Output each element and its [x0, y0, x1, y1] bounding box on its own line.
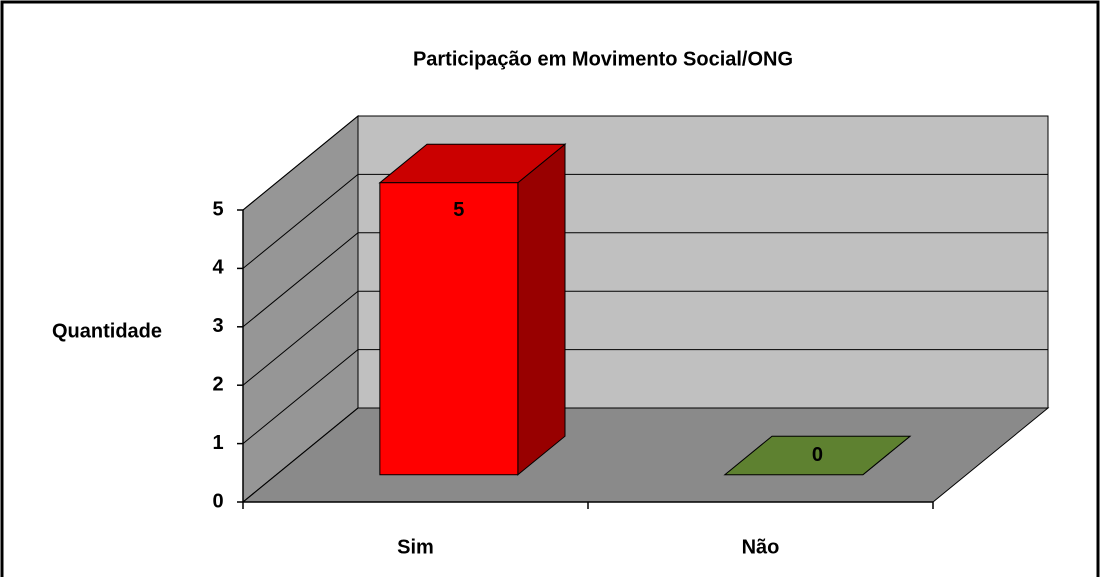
grid-line [242, 115, 1048, 211]
grid-line [242, 232, 1048, 328]
grid-line [242, 349, 1048, 444]
y-tick-label: 5 [212, 198, 223, 220]
bar-top-shade [723, 435, 912, 476]
y-axis-label: Quantidade [52, 320, 162, 342]
bar-top [723, 435, 912, 476]
grid-line [242, 173, 1048, 269]
x-tick-label: Sim [397, 536, 434, 558]
data-label: 0 [812, 444, 823, 466]
y-tick-label: 0 [212, 490, 223, 512]
y-tick-label: 1 [212, 432, 223, 454]
bar-side-shade [517, 143, 566, 476]
y-tick-label: 2 [212, 373, 223, 395]
x-tick-label: Não [742, 536, 780, 558]
grid-line [242, 407, 1048, 503]
y-tick-label: 4 [212, 257, 224, 279]
y-tick-label: 3 [212, 315, 223, 337]
grid-line [242, 290, 1048, 386]
data-label: 5 [453, 199, 464, 221]
floor [241, 407, 1050, 503]
bar [379, 182, 519, 476]
chart-title: Participação em Movimento Social/ONG [413, 48, 793, 70]
